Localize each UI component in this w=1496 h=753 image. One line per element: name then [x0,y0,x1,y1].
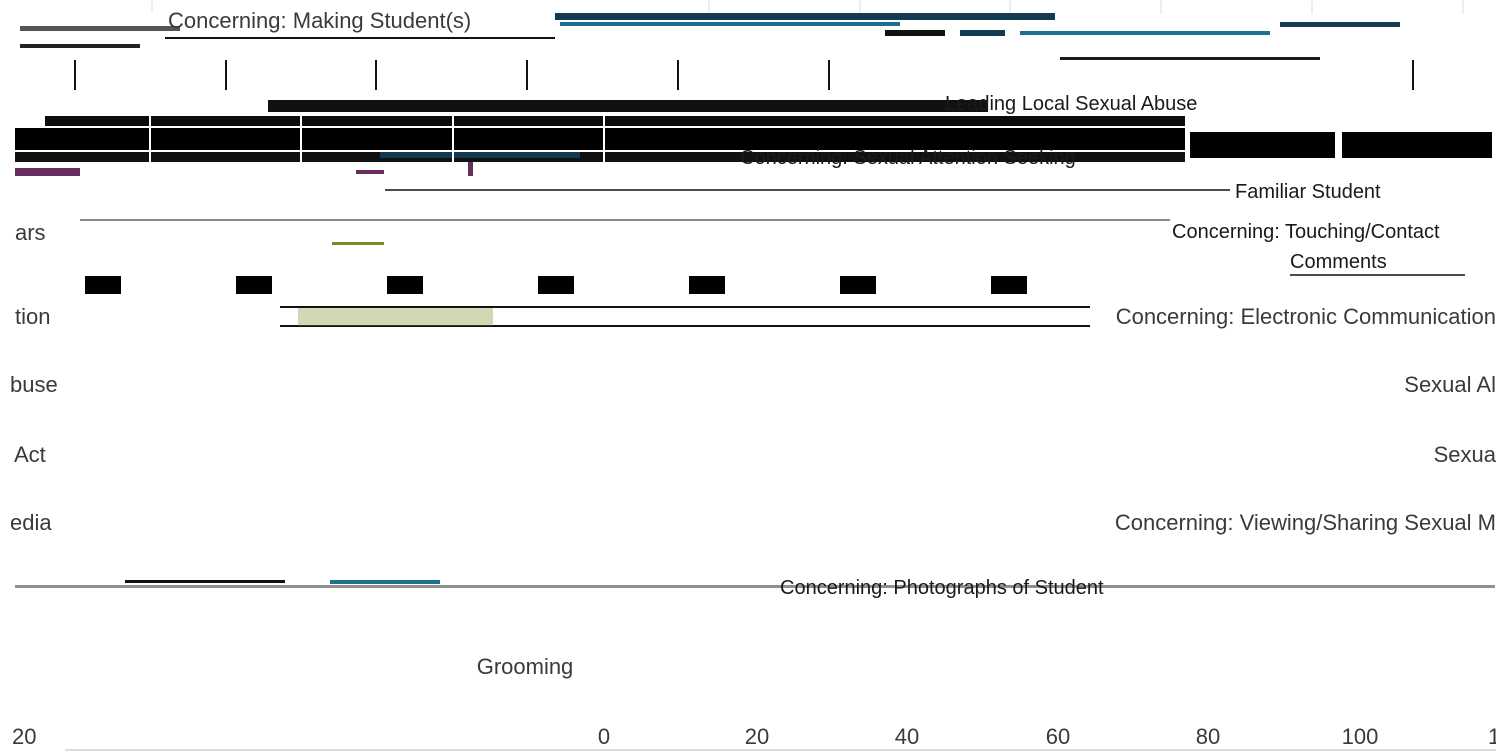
bar [85,276,121,294]
y-fragment: tion [15,304,50,329]
rule-band: Familiar Student ars Concerning: Touchin… [15,181,1465,329]
bar [1060,57,1320,60]
bar [840,276,876,294]
top-band: Concerning: Making Student(s) [20,8,1400,60]
bar [15,152,1185,162]
x-tick-label: 0 [598,724,610,749]
rule [15,585,1495,588]
glitch-row: Concerning: Photographs of Student [15,577,1495,599]
bar [268,100,988,112]
x-tick-label: 40 [895,724,919,749]
bar [332,242,384,245]
x-tick-label: 80 [1196,724,1220,749]
bar [555,13,1055,20]
x-tick-label: 20 [745,724,769,749]
y-fragment: buse [10,372,58,397]
bar [20,44,140,48]
text-fragment: Leading Local Sexual Abuse [945,93,1197,115]
category-label: Grooming [477,654,574,679]
text-fragment: Concerning: Touching/Contact [1172,221,1440,243]
bar [689,276,725,294]
bar [468,162,473,176]
bar [298,308,493,326]
bar [45,116,1185,126]
category-label: Concerning: Electronic Communication [1116,304,1496,329]
y-fragment: ars [15,220,46,245]
y-fragment: Act [14,442,46,467]
text-fragment: Concerning: Photographs of Student [780,577,1104,599]
x-axis: 20 0 20 40 60 80 100 1 [12,724,1496,751]
bar [380,152,580,158]
category-label: Concerning: Making Student(s) [168,8,471,33]
bar [15,128,1185,150]
bar [387,276,423,294]
bar [1190,132,1335,158]
bar [991,276,1027,294]
bar [330,580,440,584]
bar [1280,22,1400,27]
text-fragment: Comments [1290,251,1387,273]
text-fragment: Concerning: Sexual Attention Seeking [740,147,1076,169]
gridlines [74,0,1464,90]
category-label: Sexual Al [1404,372,1496,397]
y-labels: Concerning: Electronic Communication bus… [10,304,1496,679]
bar [560,22,900,26]
category-label: Sexua [1434,442,1496,467]
bar [125,580,285,583]
bar [20,26,180,31]
x-tick-label: 100 [1342,724,1379,749]
bar [960,30,1005,36]
bar [15,168,80,176]
x-tick-label: 60 [1046,724,1070,749]
bar [1020,31,1270,35]
text-fragment: Familiar Student [1235,181,1381,203]
bar [1342,132,1492,158]
x-tick-label: 20 [12,724,36,749]
bar [356,170,384,174]
bar [885,30,945,36]
dark-band: Leading Local Sexual Abuse Concerning: S… [15,93,1492,176]
category-label: Concerning: Viewing/Sharing Sexual M [1115,510,1496,535]
bar [236,276,272,294]
y-fragment: edia [10,510,52,535]
x-tick-label: 1 [1488,724,1496,749]
bar [538,276,574,294]
